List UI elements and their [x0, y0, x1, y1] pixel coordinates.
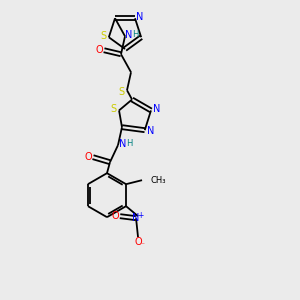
Text: H: H [132, 30, 138, 39]
Text: CH₃: CH₃ [150, 176, 166, 185]
Text: S: S [101, 31, 107, 41]
Text: N: N [132, 213, 140, 223]
Text: O: O [95, 45, 103, 55]
Text: S: S [110, 104, 116, 114]
Text: N: N [125, 30, 133, 40]
Text: H: H [126, 139, 132, 148]
Text: N: N [136, 12, 144, 22]
Text: +: + [137, 211, 143, 220]
Text: N: N [153, 104, 161, 114]
Text: S: S [118, 87, 124, 97]
Text: N: N [147, 126, 154, 136]
Text: ⁻: ⁻ [140, 241, 144, 250]
Text: O: O [134, 237, 142, 247]
Text: O: O [111, 211, 119, 221]
Text: O: O [84, 152, 92, 162]
Text: N: N [119, 139, 127, 149]
